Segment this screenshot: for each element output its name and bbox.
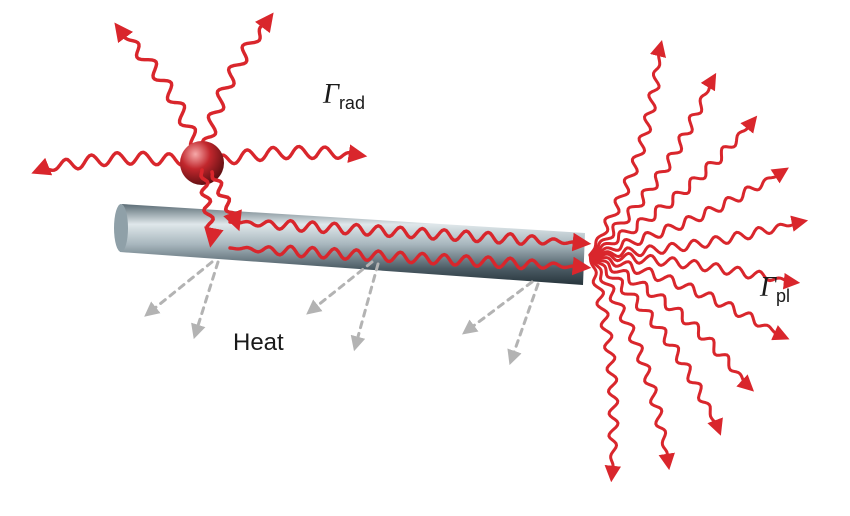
radiative-arrow: [200, 12, 274, 165]
coupling-arrow: [199, 168, 224, 248]
gamma-pl-subscript: pl: [776, 286, 790, 306]
coupling-arrow: [210, 170, 242, 232]
plasmon-emission-arrow: [588, 253, 675, 471]
guided-plasmon: [228, 218, 592, 276]
gamma-rad-label: Γrad: [322, 79, 365, 113]
heat-arrow: [507, 282, 540, 366]
plasmon-emission-arrow: [588, 39, 667, 257]
heat-arrows: [144, 260, 540, 366]
heat-arrow: [462, 280, 534, 335]
plasmon-emission-arrow: [588, 251, 801, 290]
heat-label: Heat: [233, 329, 284, 356]
guided-plasmon-wave: [228, 218, 592, 252]
plasmon-emission-arrow: [588, 215, 809, 258]
gamma-pl-symbol: Γ: [759, 272, 777, 303]
plasmon-emission-arrow: [588, 115, 758, 257]
radiative-arrow: [114, 22, 204, 165]
plasmon-emission-arrow: [588, 167, 789, 257]
radiative-arrows: [31, 12, 368, 176]
coupling-arrows: [199, 168, 242, 248]
nanowire-body: [120, 204, 585, 285]
heat-arrow: [191, 260, 220, 340]
radiative-arrow: [31, 150, 204, 176]
nanowire-end-cap: [114, 204, 128, 252]
plasmon-emission-arrow: [588, 253, 755, 392]
plasmon-emission-arrow: [588, 72, 717, 257]
plasmon-emission-arrow: [588, 253, 723, 436]
gamma-rad-subscript: rad: [339, 93, 365, 113]
heat-arrow: [350, 262, 380, 352]
gamma-pl-label: Γpl: [759, 272, 790, 306]
heat-arrow: [144, 260, 214, 317]
plasmon-emission-arrow: [588, 253, 790, 341]
radiative-arrow: [200, 144, 368, 166]
plasmon-emission-arrows: [588, 39, 809, 483]
plasmon-emission-arrow: [588, 253, 622, 483]
guided-plasmon-wave: [228, 244, 592, 276]
gamma-rad-symbol: Γ: [322, 79, 340, 110]
nanowire: [114, 204, 585, 285]
heat-arrow: [306, 260, 374, 315]
